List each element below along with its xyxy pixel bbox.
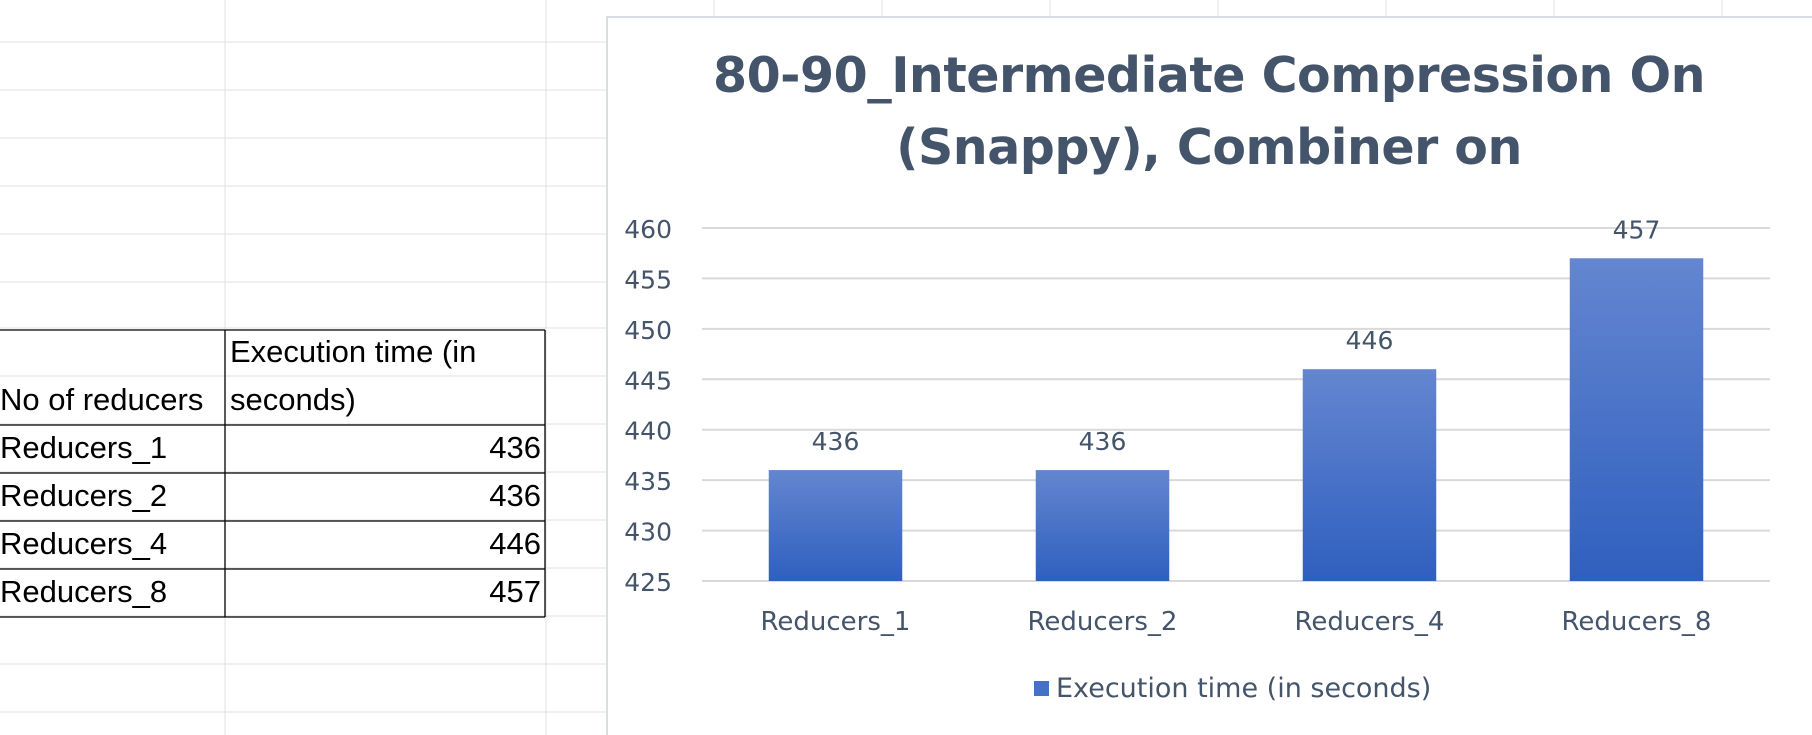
- y-tick-label: 445: [624, 366, 672, 395]
- bar-reducers-8[interactable]: [1569, 258, 1704, 581]
- bar-reducers-4[interactable]: [1302, 369, 1437, 581]
- table-cell-label[interactable]: Reducers_1: [0, 430, 168, 465]
- y-tick-label: 435: [624, 467, 672, 496]
- y-tick-label: 455: [624, 265, 672, 294]
- chart-title-line-2: (Snappy), Combiner on: [896, 119, 1522, 176]
- y-tick-label: 440: [624, 417, 672, 446]
- table-cell-value[interactable]: 436: [489, 430, 541, 465]
- table-cell-label[interactable]: Reducers_8: [0, 574, 168, 609]
- chart-legend[interactable]: Execution time (in seconds): [1034, 670, 1431, 706]
- y-tick-label: 430: [624, 518, 672, 547]
- chart-area[interactable]: [606, 16, 1812, 735]
- table-cell-value[interactable]: 446: [489, 526, 541, 561]
- table-cell-value[interactable]: 457: [489, 574, 541, 609]
- data-label: 436: [1079, 427, 1127, 456]
- data-label: 436: [812, 427, 860, 456]
- chart-title[interactable]: 80-90_Intermediate Compression On (Snapp…: [606, 40, 1812, 184]
- y-tick-label: 450: [624, 316, 672, 345]
- chart-title-line-1: 80-90_Intermediate Compression On: [712, 47, 1706, 104]
- x-tick-label: Reducers_4: [1295, 607, 1445, 637]
- table-header-execution-time-line2[interactable]: seconds): [230, 382, 356, 417]
- table-cell-value[interactable]: 436: [489, 478, 541, 513]
- table-cell-label[interactable]: Reducers_4: [0, 526, 168, 561]
- data-label: 446: [1346, 326, 1394, 355]
- legend-label: Execution time (in seconds): [1056, 672, 1432, 704]
- x-tick-label: Reducers_2: [1028, 607, 1178, 637]
- x-tick-label: Reducers_1: [761, 607, 911, 637]
- data-label: 457: [1613, 215, 1661, 244]
- table-cell-label[interactable]: Reducers_2: [0, 478, 168, 513]
- table-header-reducers[interactable]: No of reducers: [0, 382, 204, 417]
- y-tick-label: 425: [624, 568, 672, 597]
- legend-swatch: [1034, 680, 1049, 696]
- x-tick-label: Reducers_8: [1562, 607, 1712, 637]
- table-header-execution-time-line1[interactable]: Execution time (in: [230, 334, 477, 369]
- bar-reducers-1[interactable]: [768, 470, 903, 581]
- bar-reducers-2[interactable]: [1035, 470, 1170, 581]
- y-tick-label: 460: [624, 215, 672, 244]
